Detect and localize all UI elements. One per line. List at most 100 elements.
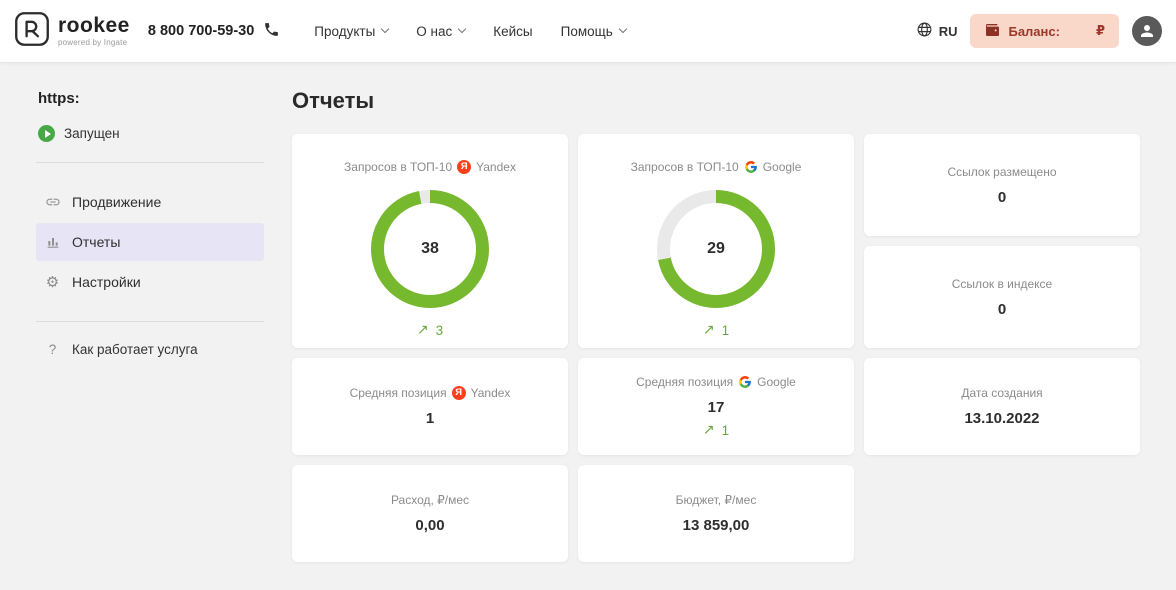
divider (36, 321, 264, 322)
wallet-icon (984, 22, 1000, 41)
card-label: Дата создания (961, 386, 1043, 400)
balance-currency: ₽ (1095, 23, 1105, 38)
card-label: Средняя позиция Я Yandex (349, 386, 511, 400)
sidebar-item-reports[interactable]: Отчеты (36, 223, 264, 261)
nav-about-label: О нас (416, 23, 453, 39)
engine-name: Google (762, 160, 802, 174)
card-value: 17 (707, 399, 725, 416)
card-value: 13 859,00 (682, 517, 750, 534)
main-content: Отчеты Запросов в ТОП-10 Я Yandex 38 ↗ 3 (292, 88, 1140, 562)
project-name: https: (38, 90, 80, 107)
delta-value: 1 (721, 422, 730, 438)
page-title: Отчеты (292, 88, 375, 113)
engine-name: Yandex (470, 386, 511, 400)
card-label: Средняя позиция Google (636, 375, 796, 389)
card-value: 0 (997, 300, 1007, 318)
chevron-down-icon (458, 24, 467, 34)
brand-subtitle: powered by Ingate (58, 38, 128, 47)
balance-label: Баланс: (1008, 23, 1060, 39)
engine-name: Yandex (476, 160, 516, 174)
donut-value: 29 (707, 240, 725, 257)
delta-value: 1 (721, 322, 730, 338)
phone-number-text: 8 800 700-59-30 (147, 23, 255, 39)
status-label: Запущен (64, 126, 120, 141)
nav-help-label: Помощь (560, 23, 613, 39)
delta-indicator: ↗ 1 (703, 422, 729, 438)
balance-badge[interactable]: Баланс: ₽ (970, 14, 1119, 48)
card-top10-yandex: Запросов в ТОП-10 Я Yandex 38 ↗ 3 (292, 134, 568, 348)
card-value: 0 (997, 188, 1007, 206)
sidebar-item-settings[interactable]: ⚙ Настройки (36, 263, 264, 301)
card-avg-position-yandex: Средняя позиция Я Yandex 1 (292, 358, 568, 455)
yandex-icon: Я (457, 160, 472, 174)
brand-name: rookee (58, 14, 130, 37)
card-links-placed: Ссылок размещено 0 (864, 134, 1140, 236)
link-icon (44, 194, 61, 210)
nav-products-label: Продукты (314, 23, 376, 39)
card-label: Запросов в ТОП-10 Google (630, 160, 802, 174)
trend-up-icon: ↗ (416, 322, 429, 338)
phone-icon[interactable] (263, 21, 280, 42)
sidebar: https: Запущен Продвижение Отчеты ⚙ Наст… (36, 88, 264, 562)
card-label: Ссылок размещено (947, 164, 1057, 179)
delta-indicator: ↗ 3 (417, 322, 443, 338)
cards-grid: Запросов в ТОП-10 Я Yandex 38 ↗ 3 Запрос… (292, 134, 1140, 562)
trend-up-icon: ↗ (702, 422, 715, 438)
card-top10-google: Запросов в ТОП-10 Google 29 ↗ 1 (578, 134, 854, 348)
nav-cases[interactable]: Кейсы (493, 24, 532, 39)
nav-about[interactable]: О нас (416, 23, 467, 39)
phone-number[interactable]: 8 800 700-59-30 (148, 21, 280, 42)
language-label: RU (938, 23, 958, 39)
card-avg-position-google: Средняя позиция Google 17 ↗ 1 (578, 358, 854, 455)
card-label: Бюджет, ₽/мес (675, 493, 757, 507)
status-badge: Запущен (36, 125, 264, 142)
card-label: Расход, ₽/мес (390, 493, 470, 507)
sidebar-item-label: Продвижение (72, 194, 162, 210)
gear-icon: ⚙ (45, 273, 60, 291)
avatar[interactable] (1132, 16, 1162, 46)
report-chart-icon (44, 234, 61, 250)
donut-chart-yandex: 38 (371, 190, 489, 308)
google-icon (738, 375, 752, 389)
header-right: RU Баланс: ₽ (916, 14, 1162, 48)
delta-value: 3 (435, 322, 444, 338)
logo-icon (14, 11, 50, 52)
nav-help[interactable]: Помощь (560, 23, 628, 39)
trend-up-icon: ↗ (702, 322, 715, 338)
page-body: https: Запущен Продвижение Отчеты ⚙ Наст… (0, 62, 1176, 562)
delta-indicator: ↗ 1 (703, 322, 729, 338)
divider (36, 162, 264, 163)
chevron-down-icon (618, 24, 628, 34)
nav-products[interactable]: Продукты (314, 23, 390, 39)
card-budget: Бюджет, ₽/мес 13 859,00 (578, 465, 854, 562)
sidebar-item-label: Отчеты (72, 234, 121, 250)
globe-icon (916, 21, 933, 41)
card-spend: Расход, ₽/мес 0,00 (292, 465, 568, 562)
yandex-icon: Я (451, 386, 466, 400)
main-nav: Продукты О нас Кейсы Помощь (314, 23, 628, 39)
empty-cell (864, 465, 1140, 562)
sidebar-item-promotion[interactable]: Продвижение (36, 183, 264, 221)
play-icon (38, 125, 55, 142)
top-header: rookee powered by Ingate 8 800 700-59-30… (0, 0, 1176, 62)
cards-stack: Ссылок размещено 0 Ссылок в индексе 0 (864, 134, 1140, 348)
logo[interactable]: rookee powered by Ingate (14, 11, 130, 52)
google-icon (744, 160, 758, 174)
help-link-label: Как работает услуга (72, 342, 198, 357)
language-switcher[interactable]: RU (916, 21, 958, 41)
card-value: 1 (425, 410, 435, 427)
sidebar-help-link[interactable]: ? Как работает услуга (36, 342, 264, 357)
nav-cases-label: Кейсы (493, 23, 533, 39)
chevron-down-icon (381, 24, 390, 34)
card-label: Запросов в ТОП-10 Я Yandex (344, 160, 516, 174)
card-label: Ссылок в индексе (951, 276, 1053, 291)
engine-name: Google (757, 375, 796, 389)
sidebar-item-label: Настройки (72, 274, 141, 290)
card-value: 0,00 (415, 517, 445, 534)
donut-value: 38 (421, 240, 439, 257)
card-created-date: Дата создания 13.10.2022 (864, 358, 1140, 455)
question-icon: ? (48, 342, 57, 357)
donut-chart-google: 29 (657, 190, 775, 308)
card-links-indexed: Ссылок в индексе 0 (864, 246, 1140, 348)
card-value: 13.10.2022 (964, 410, 1040, 427)
